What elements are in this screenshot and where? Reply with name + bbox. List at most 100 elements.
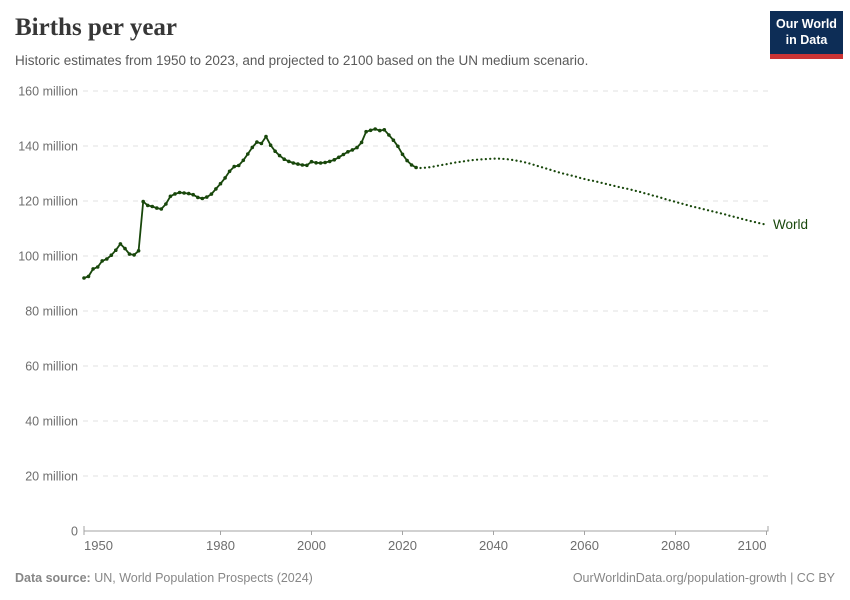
data-point xyxy=(168,194,173,199)
x-tick-label: 2080 xyxy=(661,538,690,553)
y-tick-label: 20 million xyxy=(25,470,78,484)
data-point xyxy=(150,204,155,209)
data-point xyxy=(186,191,191,196)
data-point xyxy=(82,276,86,280)
data-point xyxy=(155,206,159,210)
data-point xyxy=(309,159,314,164)
data-point xyxy=(173,192,177,196)
data-point xyxy=(305,163,309,168)
data-point xyxy=(246,152,250,156)
data-point xyxy=(236,163,241,168)
chart-footer: Data source: UN, World Population Prospe… xyxy=(15,571,835,585)
data-point xyxy=(118,242,123,246)
data-point xyxy=(382,128,387,132)
data-point xyxy=(209,192,214,196)
data-point xyxy=(373,127,378,131)
data-point xyxy=(159,207,164,211)
data-point xyxy=(141,199,145,204)
data-point xyxy=(318,161,323,165)
license-badge: CC BY xyxy=(796,571,835,585)
data-point xyxy=(396,144,400,149)
data-point xyxy=(277,153,282,158)
owid-logo-line2: in Data xyxy=(785,33,828,48)
series-label-world: World xyxy=(773,217,808,232)
data-point xyxy=(323,160,327,165)
data-point xyxy=(282,157,287,161)
data-point xyxy=(182,191,186,195)
data-point xyxy=(409,163,414,167)
data-point xyxy=(327,159,332,164)
data-point xyxy=(164,202,168,206)
footer-right: OurWorldinData.org/population-growth | C… xyxy=(573,571,835,585)
data-point xyxy=(232,164,236,169)
data-point xyxy=(205,195,209,199)
page-title: Births per year xyxy=(15,14,178,41)
data-point xyxy=(100,259,104,263)
data-point xyxy=(387,133,391,137)
x-tick-label: 2040 xyxy=(479,538,508,553)
data-point xyxy=(391,138,396,142)
data-source-value: UN, World Population Prospects (2024) xyxy=(90,571,313,585)
y-tick-label: 80 million xyxy=(25,305,78,319)
data-point xyxy=(214,187,218,191)
y-tick-label: 0 xyxy=(71,525,78,539)
data-point xyxy=(223,176,227,180)
data-point xyxy=(355,145,359,150)
data-point xyxy=(196,195,200,200)
data-point xyxy=(200,196,205,201)
data-point xyxy=(132,253,136,257)
data-point xyxy=(400,152,405,157)
projection-line xyxy=(415,157,768,226)
y-tick-label: 160 million xyxy=(18,85,78,99)
y-tick-label: 120 million xyxy=(18,195,78,209)
data-point xyxy=(259,141,264,146)
data-point xyxy=(191,192,195,197)
data-point xyxy=(273,149,277,153)
x-tick-label: 2000 xyxy=(297,538,326,553)
footer-separator: | xyxy=(786,571,797,585)
x-tick-label: 2100 xyxy=(738,538,767,553)
data-point xyxy=(127,252,132,256)
data-point xyxy=(136,249,141,253)
data-point xyxy=(378,128,382,133)
data-point xyxy=(296,162,300,166)
data-source-label: Data source: xyxy=(15,571,91,585)
y-tick-label: 60 million xyxy=(25,360,78,374)
x-tick-label: 1950 xyxy=(84,538,113,553)
data-point xyxy=(255,140,259,144)
chart-header: Births per year Historic estimates from … xyxy=(15,14,760,69)
data-point xyxy=(123,246,127,251)
data-point xyxy=(287,159,291,164)
data-point xyxy=(364,129,368,134)
owid-logo[interactable]: Our World in Data xyxy=(770,11,843,59)
data-point xyxy=(145,203,150,208)
data-point xyxy=(359,140,364,145)
x-tick-label: 2060 xyxy=(570,538,599,553)
data-point xyxy=(405,158,409,163)
data-point xyxy=(337,155,341,160)
data-point xyxy=(109,253,114,257)
x-tick-label: 1980 xyxy=(206,538,235,553)
data-point xyxy=(218,181,223,186)
y-tick-label: 140 million xyxy=(18,140,78,154)
data-point xyxy=(177,190,182,195)
data-point xyxy=(291,161,296,165)
data-point xyxy=(314,161,318,165)
data-point xyxy=(264,134,268,139)
y-tick-label: 40 million xyxy=(25,415,78,429)
data-point xyxy=(414,165,418,170)
data-point xyxy=(368,128,373,133)
x-tick-label: 2020 xyxy=(388,538,417,553)
data-point xyxy=(300,163,305,167)
owid-logo-line1: Our World xyxy=(776,17,837,31)
data-point xyxy=(332,158,337,162)
chart-subtitle: Historic estimates from 1950 to 2023, an… xyxy=(15,52,589,68)
data-point xyxy=(105,257,109,261)
data-source: Data source: UN, World Population Prospe… xyxy=(15,571,313,585)
owid-url-link[interactable]: OurWorldinData.org/population-growth xyxy=(572,571,787,585)
data-point xyxy=(350,148,355,152)
data-point xyxy=(91,267,95,271)
data-point xyxy=(268,143,273,147)
